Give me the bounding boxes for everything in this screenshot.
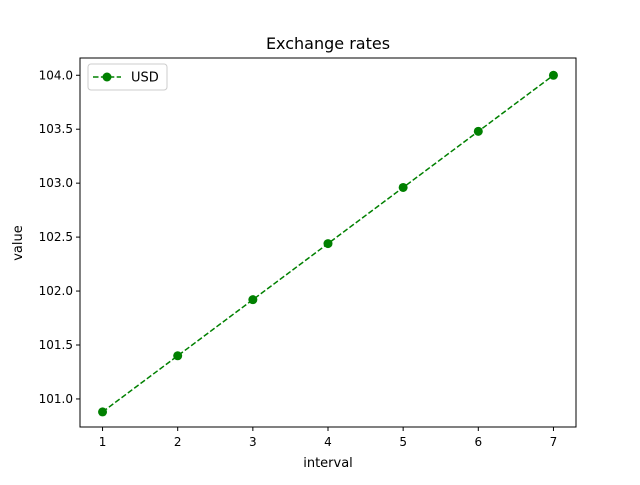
x-tick-label: 2 xyxy=(174,435,182,449)
data-point xyxy=(548,70,558,80)
series-layer xyxy=(98,70,558,417)
legend-label-usd: USD xyxy=(131,71,159,86)
y-axis-label: value xyxy=(11,225,26,261)
data-point xyxy=(173,351,183,361)
y-tick-label: 104.0 xyxy=(39,68,73,82)
x-tick-label: 6 xyxy=(474,435,482,449)
x-tick-label: 7 xyxy=(550,435,558,449)
x-axis-label: interval xyxy=(303,456,353,471)
y-tick-label: 101.5 xyxy=(39,338,73,352)
x-tick-label: 4 xyxy=(324,435,332,449)
data-point xyxy=(473,126,483,136)
data-point xyxy=(248,295,258,305)
x-tick-label: 3 xyxy=(249,435,257,449)
legend: USD xyxy=(87,63,168,91)
y-tick-label: 101.0 xyxy=(39,392,73,406)
y-tick-label: 103.5 xyxy=(39,122,73,136)
legend-marker xyxy=(102,72,112,82)
x-tick-label: 5 xyxy=(399,435,407,449)
legend-box xyxy=(87,63,168,91)
x-tick-label: 1 xyxy=(99,435,107,449)
axes: 1 2 3 4 5 6 7 101.0 101.5 102.0 102.5 103.0 103.5 104… xyxy=(39,57,577,449)
data-point xyxy=(398,182,408,192)
y-tick-label: 103.0 xyxy=(39,176,73,190)
data-point xyxy=(323,239,333,249)
data-point xyxy=(98,407,108,417)
y-tick-label: 102.5 xyxy=(39,230,73,244)
chart-title: Exchange rates xyxy=(266,34,390,53)
y-tick-label: 102.0 xyxy=(39,284,73,298)
